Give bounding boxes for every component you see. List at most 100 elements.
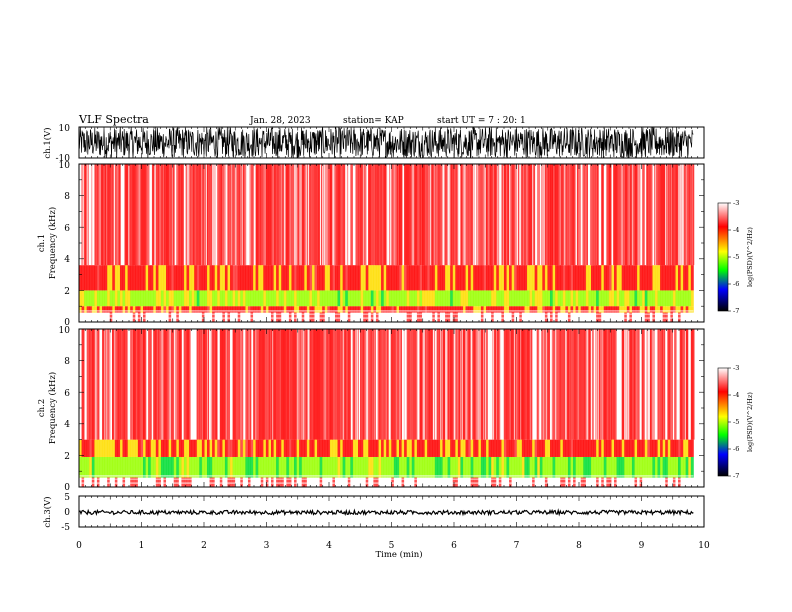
ch1-spectrogram-band-3-cell [442, 265, 446, 291]
ch1-spectrogram-streak [262, 164, 265, 266]
ch2-spectrogram-band-1-cell [483, 456, 487, 478]
ch1-spectrogram-band-2-cell [631, 290, 635, 307]
ch2-spectrogram-band-3-cell [437, 329, 441, 440]
ch1-spectrogram-band-0-cell [224, 312, 228, 322]
ch1-spectrogram-streak [628, 164, 630, 266]
ch2-spectrogram-band-0-cell [654, 477, 658, 487]
ch1-spectrogram-streak [322, 164, 325, 266]
ch2-spectrogram-band-2-cell [334, 439, 338, 457]
ch1-spectrogram-streak [510, 164, 512, 266]
ch1-spectrogram-band-1-cell [608, 306, 612, 313]
ch2-spectrogram-band-2-cell [340, 439, 344, 457]
ch1-spectrogram-band-2-cell [647, 290, 651, 307]
ch1-spectrogram-band-2-cell [347, 290, 351, 307]
ch1-spectrogram-streak [460, 164, 462, 266]
ch1-spectrogram-streak [438, 164, 440, 266]
ch1-spectrogram-band-2-cell [168, 290, 172, 307]
ch2-spectrogram-band-0-cell [480, 477, 484, 487]
ch2-spectrogram-band-2-cell [212, 439, 216, 457]
ch2-spectrogram-band-2-cell [230, 439, 233, 457]
ch1-spectrogram-streak [201, 164, 203, 266]
ch1-spectrogram-streak [102, 164, 104, 266]
ch2-spectrogram-band-2-cell [375, 439, 379, 457]
ch2-spectrogram-band-1-cell [416, 456, 420, 478]
ch2-spectrogram-band-3-cell [250, 329, 254, 440]
ch1-spectrogram-band-2-cell [480, 290, 484, 307]
ch1-spectrogram-streak [394, 164, 396, 266]
ch2-spectrogram-band-2-cell [358, 439, 361, 457]
ch1-spectrogram-streak [414, 164, 416, 266]
ch1-spectrogram-band-1-cell [649, 306, 653, 313]
ch2-spectrogram-band-1-cell [529, 456, 533, 478]
ch1-spectrogram-band-2-cell [311, 290, 315, 307]
ch2-spectrogram-streak [378, 329, 380, 440]
ch1-ytick-top: 10 [59, 124, 71, 134]
ch1-spectrogram-band-3-cell [160, 265, 164, 291]
ch1-spectrogram-streak [157, 164, 160, 266]
ch1-spectrogram-band-2-cell [414, 290, 418, 307]
ch2-spectrogram-band-1-cell [452, 456, 456, 478]
ch1-spectrogram-streak [408, 164, 411, 266]
ch2-spectrogram-streak [541, 329, 543, 440]
ch2-spectrogram-band-1-cell [186, 456, 190, 478]
ch1-spectrogram-streak [235, 164, 236, 266]
ch1-spectrogram-streak [663, 164, 666, 266]
ch2-spectrogram-band-0-cell [173, 477, 177, 487]
ch1-spectrogram-band-1-cell [585, 306, 589, 313]
ch1-spectrogram-band-0-cell [86, 312, 90, 322]
ch2-spectrogram-band-1-cell [634, 456, 638, 478]
ch2-spectrogram-streak [522, 329, 525, 440]
ch2-spectrogram-streak [162, 329, 164, 440]
ch1-spectrogram-band-0-cell [158, 312, 162, 322]
ch1-spectrogram-band-3-cell [89, 265, 93, 291]
ch2-spectrogram-band-1-cell [181, 456, 185, 478]
ch2-spectrogram-band-1-cell [322, 456, 326, 478]
ch1-spectrogram-band-1-cell [276, 306, 280, 313]
ch2-spectrogram-streak [205, 329, 207, 440]
ch2-spectrogram-band-3-cell [473, 329, 477, 440]
ch1-spectrogram-band-0-cell [483, 312, 487, 322]
ch1-spectrogram-streak [294, 164, 296, 266]
ch2-spectrogram-band-2-cell [596, 439, 600, 457]
ch1-spectrogram-band-0-cell [196, 312, 200, 322]
ch1-spectrogram-streak [583, 164, 585, 266]
ch2-spectrogram-band-1-cell [678, 456, 681, 478]
ch2-spectrogram-streak [223, 329, 226, 440]
ch2-spectrogram-band-0-cell [148, 477, 152, 487]
ch1-spectrogram-band-4-cell [424, 164, 428, 266]
ch1-spectrogram-band-3-cell [304, 265, 308, 291]
ch2-spectrogram-band-2-cell [222, 439, 226, 457]
ch2-cb-tick-3: -6 [733, 445, 739, 453]
ch2-spectrogram-band-0-cell [345, 477, 349, 487]
ch1-spectrogram-band-4-cell [373, 164, 377, 266]
ch1-spectrogram-band-4-cell [201, 164, 205, 266]
ch2-spectrogram-band-2-cell [465, 439, 469, 457]
ch1-spectrogram-streak [378, 164, 380, 266]
ch2-spectrogram-band-1-cell [388, 456, 392, 478]
ch1-spectrogram-band-0-cell [401, 312, 405, 322]
ch1-spectrogram-band-2-cell [452, 290, 456, 307]
ch1-spectrogram-band-3-cell [112, 265, 116, 291]
ch2-spectrogram-streak [585, 329, 587, 440]
ch1-spectrogram-band-1-cell [109, 306, 113, 313]
ch2-spectrogram-streak [275, 329, 277, 440]
ch1-spectrogram-band-2-cell [365, 290, 369, 307]
ch1-spectrogram-band-4-cell [212, 164, 216, 266]
ch1-spectrogram-band-2-cell [654, 290, 658, 307]
ch2-spectrogram-streak [365, 329, 367, 440]
ch2-spectrogram-band-2-cell [409, 439, 413, 457]
ch1-spectrogram-band-2-cell [621, 290, 625, 307]
ch2-spectrogram-band-2-cell [173, 439, 177, 457]
ch2-spectrogram-band-2-cell [396, 439, 400, 457]
ch1-spectrogram-streak [487, 164, 489, 266]
ch2-spectrogram-streak [636, 329, 638, 440]
ch2-spectrogram-band-1-cell [550, 456, 553, 478]
ch1-spectrogram-band-1-cell [501, 306, 505, 313]
ch1-spectrogram-band-0-cell [194, 312, 198, 322]
ch2-spectrogram-streak [370, 329, 372, 440]
ch1-spectrogram-band-1-cell [117, 306, 121, 313]
ch1-spectrogram-band-2-cell [475, 290, 479, 307]
ch1-spectrogram-band-3-cell [191, 265, 195, 291]
ch1-spectrogram-band-1-cell [555, 306, 559, 313]
ch2-spectrogram-band-3-cell [619, 329, 623, 440]
